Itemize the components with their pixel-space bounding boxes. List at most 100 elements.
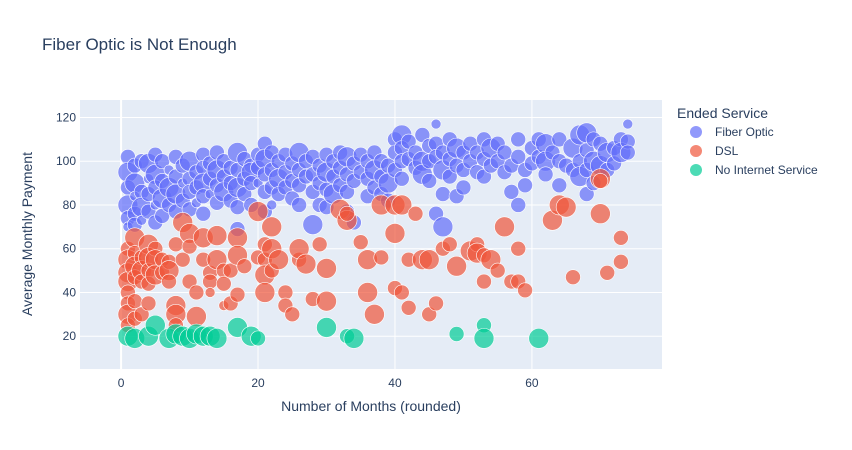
y-tick-label: 20 [63,329,77,343]
dsl-point [284,306,301,323]
dsl-point [174,251,191,268]
dsl-point [565,269,581,285]
dsl-point [126,293,143,310]
dsl-point [373,249,390,266]
dsl-point [441,236,458,253]
fiber-optic-point [537,166,554,183]
dsl-point [295,253,317,275]
x-tick-label: 40 [388,376,402,390]
fiber-optic-point [195,205,212,222]
dsl-point [229,286,246,303]
legend-label-fiber-optic: Fiber Optic [715,125,774,139]
dsl-point [418,249,440,270]
dsl-point [316,290,337,312]
dsl-point [140,295,157,312]
y-tick-label: 40 [63,285,77,299]
fiber-optic-point [430,118,442,130]
fiber-optic-point [435,186,451,202]
data-points [117,118,636,349]
dsl-point [339,205,355,222]
y-tick-label: 60 [63,242,77,256]
fiber-optic-point [229,199,246,215]
fiber-optic-point [551,131,568,148]
fiber-optic-point [503,184,520,200]
no-internet-service-point [528,328,550,349]
dsl-point [428,295,444,312]
dsl-point [364,304,385,325]
legend-marker-fiber-optic [690,126,702,138]
tick-labels: 0 20 40 60 20 40 60 80 100 120 [56,110,539,390]
x-tick-label: 60 [525,376,539,390]
fiber-optic-point [291,197,307,213]
dsl-point [400,299,417,316]
no-internet-service-point [473,328,495,349]
no-internet-service-point [250,330,266,347]
dsl-point [204,287,216,298]
no-internet-service-point [343,328,365,349]
x-axis-title: Number of Months (rounded) [281,398,461,414]
x-tick-label: 20 [251,376,265,390]
fiber-optic-point [619,144,636,161]
dsl-point [599,264,616,281]
fiber-optic-point [496,144,513,161]
y-tick-label: 100 [56,154,76,168]
dsl-point [590,203,611,225]
fiber-optic-point [510,131,527,148]
no-internet-service-point [145,314,166,336]
fiber-optic-point [510,149,527,165]
legend-marker-no-internet-service [690,164,702,176]
fiber-optic-point [421,173,438,189]
dsl-point [407,205,424,222]
dsl-point [446,255,467,277]
dsl-point [384,223,406,244]
dsl-point [613,229,629,246]
dsl-point [188,284,205,301]
dsl-point [247,201,269,222]
dsl-point [352,234,369,250]
fiber-optic-point [551,177,568,194]
fiber-optic-point [432,216,454,238]
dsl-point [394,284,410,301]
dsl-point [261,216,283,238]
dsl-point [592,173,609,189]
fiber-optic-point [517,177,533,194]
legend-title: Ended Service [677,105,768,121]
dsl-point [489,262,506,279]
dsl-point [613,254,629,270]
chart-title: Fiber Optic is Not Enough [42,35,237,54]
dsl-point [510,240,527,257]
dsl-point [494,216,515,238]
dsl-point [357,282,378,303]
x-tick-label: 0 [118,376,125,390]
dsl-point [186,306,207,327]
fiber-optic-point [622,118,634,130]
legend-marker-dsl [690,145,702,157]
y-tick-label: 120 [56,110,76,124]
dsl-point [311,236,328,253]
dsl-point [316,258,337,279]
dsl-point [161,273,177,290]
dsl-point [181,238,198,255]
dsl-point [227,227,248,249]
fiber-optic-point [266,199,278,211]
dsl-point [476,273,492,290]
dsl-point [555,196,577,218]
dsl-point [202,273,218,290]
dsl-point [236,258,253,275]
fiber-optic-point [455,179,472,196]
no-internet-service-point [206,328,228,349]
dsl-point [517,282,533,299]
dsl-point [277,284,294,301]
y-axis-title: Average Monthly Payment [19,152,35,316]
fiber-optic-point [394,170,410,187]
y-tick-label: 80 [63,198,77,212]
legend-label-no-internet-service: No Internet Service [715,163,818,177]
dsl-point [254,282,276,303]
no-internet-service-point [316,317,337,338]
fiber-optic-point [510,197,527,213]
dsl-point [391,194,413,216]
legend: Ended Service Fiber Optic DSL No Internet … [677,105,818,177]
dsl-point [268,249,289,270]
dsl-point [215,275,232,292]
